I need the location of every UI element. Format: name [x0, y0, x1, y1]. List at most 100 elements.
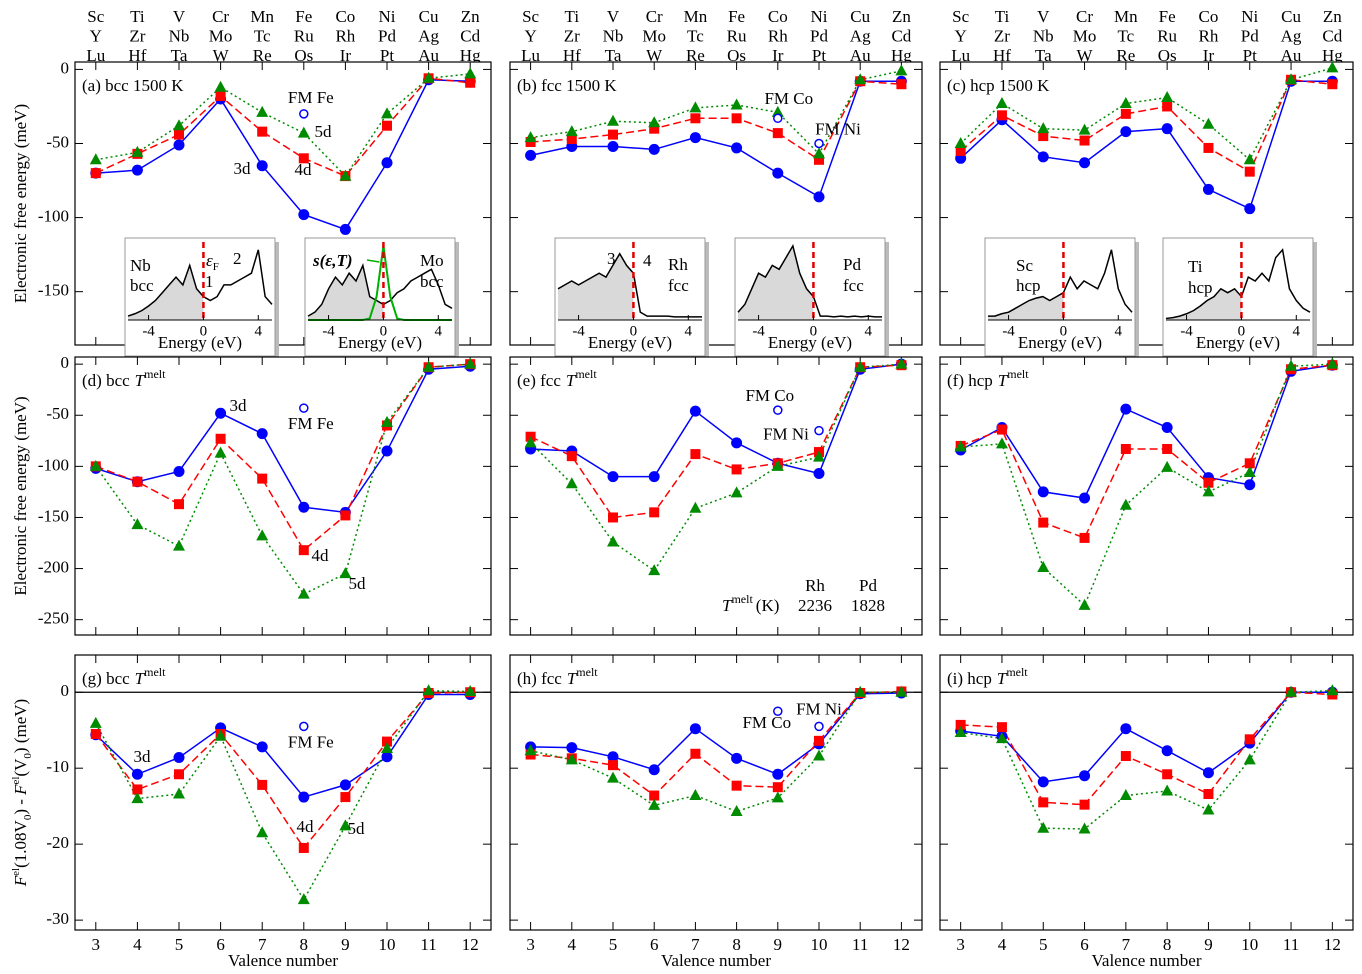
- data-point: [854, 73, 867, 85]
- data-point: [689, 723, 701, 735]
- data-point: [731, 142, 743, 154]
- data-point: [214, 446, 227, 458]
- series-label: 3d: [234, 159, 252, 178]
- inset-label: Rh: [668, 255, 688, 274]
- series-label: 4d: [297, 817, 315, 836]
- data-point: [1285, 359, 1298, 371]
- text-part: T: [997, 669, 1008, 688]
- series-line: [530, 363, 902, 572]
- x-tick-label: 4: [568, 935, 577, 954]
- plot-frame: [74, 654, 492, 931]
- series-line: [530, 692, 902, 776]
- data-point: [215, 91, 226, 102]
- inset-tick-label: 0: [810, 323, 818, 339]
- inset-label: Mo: [420, 251, 444, 270]
- data-point: [649, 507, 660, 518]
- element-label: Co: [1199, 7, 1219, 26]
- data-point: [381, 415, 393, 427]
- text-part: (V: [11, 758, 30, 777]
- element-label: W: [646, 46, 663, 65]
- data-point: [608, 129, 618, 140]
- x-axis-label: Valence number: [1092, 951, 1202, 970]
- data-point: [995, 437, 1008, 449]
- element-label: W: [213, 46, 230, 65]
- element-label: Ta: [1035, 46, 1052, 65]
- data-point: [131, 145, 144, 157]
- data-point: [381, 751, 393, 763]
- inset-label: Pd: [843, 255, 861, 274]
- fm-label: FM Fe: [288, 88, 334, 107]
- table-row-label: Tmelt (K): [722, 592, 779, 615]
- inset-tick-label: 0: [1238, 323, 1246, 339]
- data-point: [895, 357, 908, 369]
- x-tick-label: 9: [1204, 935, 1213, 954]
- data-point: [689, 405, 701, 417]
- dos-fill: [128, 265, 204, 320]
- text-part: (K): [756, 596, 780, 615]
- data-point: [1120, 443, 1131, 454]
- data-point: [298, 209, 310, 221]
- data-point: [173, 465, 185, 477]
- data-point: [1243, 153, 1256, 165]
- data-point: [89, 716, 102, 728]
- data-point: [1079, 532, 1090, 543]
- data-point: [995, 732, 1008, 744]
- element-label: Cd: [460, 26, 480, 45]
- data-point: [566, 451, 577, 462]
- element-label: Cd: [1322, 26, 1342, 45]
- data-point: [648, 564, 661, 576]
- element-label: Mn: [250, 7, 274, 26]
- fm-point: [814, 721, 824, 732]
- series-label: 4d: [312, 546, 330, 565]
- data-point: [854, 685, 867, 697]
- x-tick-label: 3: [956, 935, 965, 954]
- element-label: Hg: [1322, 46, 1343, 65]
- element-label: Cu: [419, 7, 439, 26]
- series-line: [960, 689, 1333, 830]
- panel-title: (b) fcc 1500 K: [517, 76, 617, 95]
- data-point: [339, 567, 352, 579]
- inset-frame: [304, 237, 456, 357]
- text-part: (e) fcc: [517, 371, 561, 390]
- data-point: [298, 545, 309, 556]
- text-part: ) -: [11, 795, 30, 815]
- data-point: [1202, 117, 1215, 129]
- inset-x-label: Energy (eV): [588, 333, 672, 352]
- inset-tick-label: -4: [1180, 323, 1193, 339]
- data-point: [1037, 486, 1049, 498]
- data-point: [1202, 183, 1214, 195]
- y-tick-label: -250: [38, 609, 69, 628]
- data-point: [772, 782, 783, 793]
- data-point: [813, 450, 825, 462]
- data-point: [995, 96, 1008, 108]
- series-label: 4d: [295, 160, 313, 179]
- data-point: [297, 587, 310, 599]
- data-point: [381, 445, 393, 457]
- element-label: Lu: [86, 46, 105, 65]
- element-label: Cu: [1281, 7, 1301, 26]
- element-label: Y: [90, 26, 102, 45]
- element-label: V: [607, 7, 620, 26]
- element-label: Ti: [130, 7, 145, 26]
- data-point: [174, 129, 184, 140]
- x-tick-label: 12: [462, 935, 479, 954]
- series-line: [960, 364, 1333, 499]
- element-label: Cu: [850, 7, 870, 26]
- inset-tick-label: 4: [1293, 323, 1301, 339]
- inset-label: fcc: [843, 276, 864, 295]
- series-line: [95, 73, 471, 178]
- data-point: [813, 468, 825, 480]
- data-point: [895, 685, 908, 697]
- series-line: [95, 365, 471, 514]
- data-point: [214, 80, 227, 92]
- y-tick-label: -150: [38, 506, 69, 525]
- data-point: [954, 440, 967, 452]
- text-part: melt: [731, 592, 753, 606]
- x-tick-label: 8: [732, 935, 741, 954]
- data-point: [1037, 122, 1050, 134]
- inset-tick-label: 0: [200, 323, 208, 339]
- x-tick-label: 5: [609, 935, 618, 954]
- text-part: T: [135, 669, 146, 688]
- series-label: 5d: [348, 819, 366, 838]
- data-point: [297, 126, 310, 138]
